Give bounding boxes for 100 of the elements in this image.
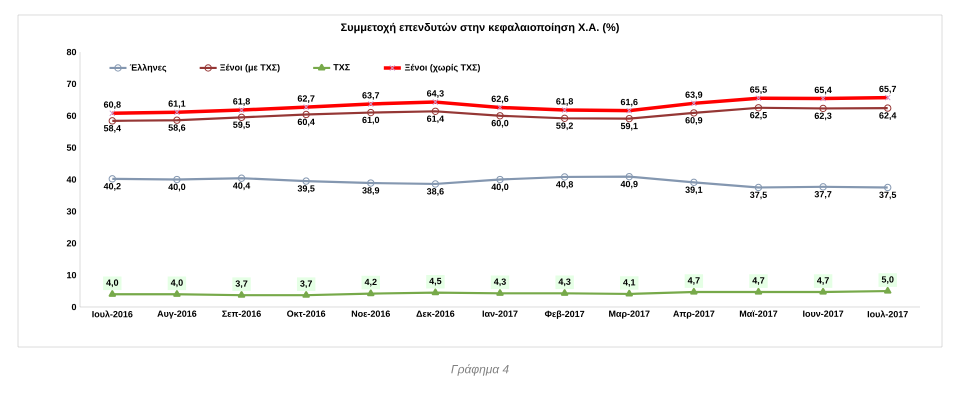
data-label: 4,2 [364,278,377,286]
point [238,174,246,182]
point [690,178,698,186]
y-tick-label: 30 [66,208,76,215]
data-label: 4,3 [558,278,571,286]
y-tick-label: 40 [66,176,76,183]
x-tick-label: Νοε-2016 [352,310,390,317]
chart-title: Συμμετοχή επενδυτών στην κεφαλαιοποίηση Χ.Α. (%) [341,22,619,34]
point [432,108,440,115]
data-label: 61,4 [426,115,444,124]
point [173,290,181,297]
x-tick-label: Ιουλ-2017 [868,310,908,318]
data-label: 4,7 [752,277,764,285]
data-label: 4,3 [494,278,506,286]
data-label: 3,7 [300,280,312,288]
point [496,176,504,184]
point [626,172,633,180]
data-label: 38,6 [426,188,444,196]
x-tick-label: Απρ-2017 [673,310,714,319]
data-label: 39,5 [298,185,315,193]
data-label: 40,8 [556,181,574,189]
data-label: 64,3 [426,90,444,98]
y-tick-label: 80 [66,48,76,56]
point [690,288,698,295]
y-tick-label: 10 [67,272,76,278]
data-label: 4,0 [106,279,118,288]
data-label: 38,9 [362,187,380,195]
data-label: 62,3 [814,112,832,120]
x-tick-label: Σεπ-2016 [222,310,261,317]
data-label: 40,0 [491,184,508,192]
point [173,176,181,184]
point [819,288,827,295]
point [754,184,762,192]
legend-label: Ξένοι (χωρίς ΤΧΣ) [404,64,480,72]
data-label: 62,5 [750,112,767,120]
point [108,290,116,297]
data-label: 62,6 [492,96,508,104]
data-label: 3,7 [236,280,248,288]
point [496,289,504,296]
y-tick-label: 20 [66,240,76,246]
point [367,290,374,296]
point [690,109,698,117]
point [626,114,633,122]
data-label: 65,7 [879,86,896,94]
point [432,288,440,296]
x-tick-label: Ιαν-2017 [482,310,518,317]
data-label: 60,9 [685,117,702,125]
data-label: 61,0 [362,116,380,124]
data-label: 63,7 [362,92,380,100]
data-label: 61,8 [556,98,574,106]
data-label: 37,7 [814,191,832,199]
point [367,179,374,187]
data-label: 4,1 [623,279,636,287]
data-label: 5,0 [882,276,894,284]
data-label: 4,0 [170,279,183,288]
legend-label: Έλληνες [130,64,166,72]
data-label: 60,4 [298,118,315,126]
point [884,104,892,112]
data-label: 40,0 [168,184,186,192]
data-label: 62,4 [879,112,896,120]
text: Γράφημα 4 [451,364,509,376]
data-label: 4,7 [816,277,829,285]
data-label: 4,5 [429,278,442,286]
y-tick-label: 70 [66,80,76,88]
data-label: 61,8 [233,98,250,106]
data-label: 37,5 [750,192,767,200]
point [626,290,633,297]
point [560,289,568,296]
data-label: 59,1 [620,122,638,130]
point [238,291,246,298]
data-label: 62,7 [298,95,314,103]
legend-label: ΤΧΣ [333,64,350,70]
data-label: 63,9 [685,91,702,100]
data-label: 60,0 [492,120,508,128]
point [302,291,310,298]
data-label: 59,2 [556,122,573,130]
data-label: 61,6 [620,98,638,106]
data-label: 40,2 [104,183,121,191]
x-tick-label: Φεβ-2017 [544,310,584,319]
data-label: 58,4 [104,125,121,133]
data-label: 58,6 [168,124,186,132]
point [173,116,181,124]
legend-label: Ξένοι (με ΤΧΣ) [220,64,280,72]
data-label: 40,4 [232,182,250,190]
point [819,183,827,191]
data-label: 40,9 [620,180,638,188]
x-tick-label: Ιουλ-2016 [92,310,133,318]
point [884,286,892,294]
data-label: 65,5 [750,86,767,94]
point [560,173,568,181]
y-tick-label: 50 [66,144,76,151]
point [302,177,310,185]
x-tick-label: Ιουν-2017 [803,310,844,317]
data-label: 60,8 [104,101,121,110]
x-tick-label: Μαϊ-2017 [740,310,778,317]
data-label: 65,4 [814,86,832,94]
x-tick-label: Αυγ-2016 [157,310,196,319]
point [432,180,440,188]
data-label: 4,7 [688,277,700,285]
point [302,110,310,118]
